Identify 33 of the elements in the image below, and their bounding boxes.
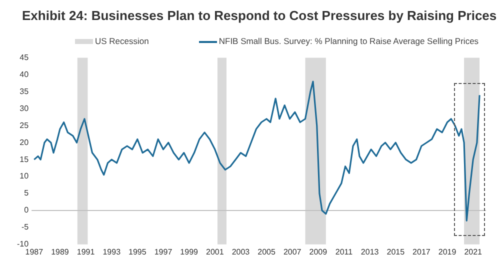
x-tick-label: 1999 [180, 247, 199, 256]
y-tick-label: 10 [20, 172, 30, 181]
x-tick-label: 2001 [206, 247, 224, 256]
y-tick-label: 25 [20, 120, 30, 130]
x-tick-label: 2009 [309, 247, 328, 256]
y-tick-label: -10 [17, 240, 30, 249]
legend-label: NFIB Small Bus. Survey: % Planning to Raise Average Selling Prices [218, 36, 479, 46]
x-tick-label: 2013 [360, 247, 380, 256]
y-tick-label: 15 [20, 154, 30, 164]
x-tick-label: 2017 [412, 247, 431, 256]
y-tick-label: 20 [20, 138, 30, 147]
y-tick-label: -5 [21, 222, 30, 232]
x-tick-label: 1987 [25, 247, 44, 256]
chart-title: Exhibit 24: Businesses Plan to Respond to Cost Pressures by Raising Prices [22, 8, 497, 23]
x-tick-label: 1995 [128, 247, 147, 256]
x-tick-label: 1993 [102, 247, 122, 256]
y-tick-label: 40 [20, 70, 30, 79]
x-tick-label: 2003 [232, 247, 250, 256]
x-tick-label: 2011 [335, 247, 354, 256]
legend-label: US Recession [94, 36, 149, 46]
x-tick-label: 1989 [51, 247, 70, 256]
x-tick-label: 2005 [258, 247, 276, 256]
x-tick-label: 1997 [154, 247, 173, 256]
y-tick-label: 0 [24, 206, 30, 215]
y-tick-label: 45 [20, 53, 30, 62]
y-tick-label: 5 [24, 188, 30, 198]
y-tick-label: 30 [20, 104, 30, 113]
x-tick-label: 2007 [283, 247, 302, 256]
y-tick-label: 35 [20, 86, 30, 96]
x-tick-label: 2021 [464, 247, 483, 256]
x-tick-label: 2019 [438, 247, 457, 256]
x-tick-label: 1991 [76, 247, 96, 256]
x-tick-label: 2015 [386, 247, 406, 256]
